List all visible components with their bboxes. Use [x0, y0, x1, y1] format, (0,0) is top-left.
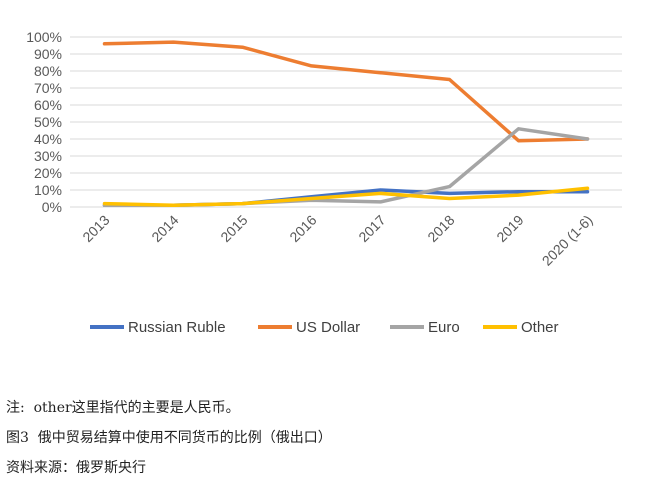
y-tick-label: 80%: [34, 63, 62, 79]
source-caption: 资料来源：俄罗斯央行: [6, 460, 146, 476]
x-tick-label: 2016: [286, 212, 319, 245]
x-tick-label: 2018: [424, 212, 457, 245]
legend-label-russian-ruble: Russian Ruble: [128, 319, 226, 336]
line-chart: 0%10%20%30%40%50%60%70%80%90%100% 2013 20…: [26, 29, 622, 336]
y-tick-label: 40%: [34, 131, 62, 147]
y-axis-ticks: 0%10%20%30%40%50%60%70%80%90%100%: [26, 29, 62, 215]
x-axis-ticks: 2013 2014 2015 2016 2017 2018 2019 2020 (1-6): [79, 212, 595, 269]
grid-lines: [70, 36, 622, 208]
y-tick-label: 30%: [34, 148, 62, 164]
legend: Russian Ruble US Dollar Euro Other: [90, 319, 559, 336]
series-line-us-dollar: [102, 40, 590, 143]
y-tick-label: 0%: [42, 199, 62, 215]
legend-label-other: Other: [521, 319, 559, 336]
x-tick-label: 2020 (1-6): [539, 212, 596, 269]
y-tick-label: 50%: [34, 114, 62, 130]
x-tick-label: 2017: [355, 212, 388, 245]
y-tick-label: 90%: [34, 46, 62, 62]
chart-note: 注: other这里指代的主要是人民币。: [6, 400, 240, 416]
series-line-other: [102, 186, 590, 208]
x-tick-label: 2013: [79, 212, 112, 245]
legend-label-us-dollar: US Dollar: [296, 319, 360, 336]
x-tick-label: 2015: [217, 212, 250, 245]
legend-label-euro: Euro: [428, 319, 460, 336]
y-tick-label: 70%: [34, 80, 62, 96]
y-tick-label: 20%: [34, 165, 62, 181]
x-tick-label: 2019: [493, 212, 526, 245]
y-tick-label: 10%: [34, 182, 62, 198]
y-tick-label: 60%: [34, 97, 62, 113]
series-lines: [102, 40, 590, 208]
y-tick-label: 100%: [26, 29, 62, 45]
x-tick-label: 2014: [148, 212, 181, 245]
figure-caption: 图3 俄中贸易结算中使用不同货币的比例（俄出口）: [6, 430, 332, 446]
